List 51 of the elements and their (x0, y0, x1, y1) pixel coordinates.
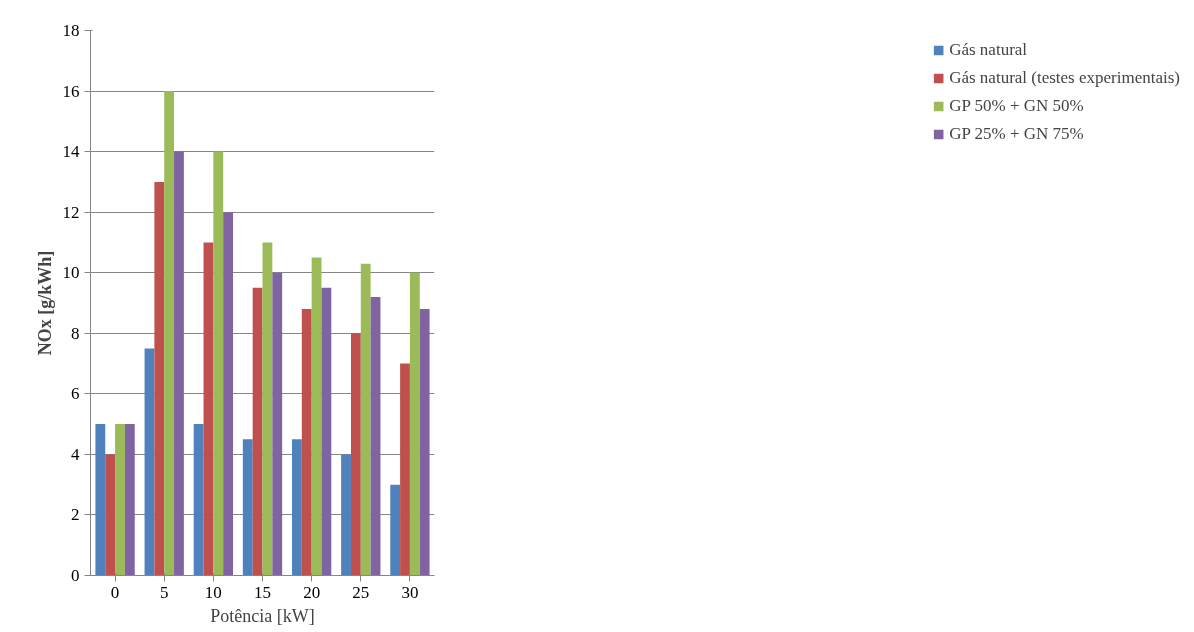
y-tick-label: 14 (62, 142, 80, 162)
bar (193, 424, 204, 576)
bar (203, 242, 214, 576)
legend-label: GP 25% + GN 75% (949, 124, 1084, 144)
bar (144, 348, 155, 576)
bar (370, 296, 381, 576)
bar (301, 309, 312, 576)
bar (419, 309, 430, 576)
bar (350, 333, 361, 576)
x-tick-label: 20 (303, 582, 321, 602)
y-tick-label: 16 (62, 81, 80, 101)
legend-label: Gás natural (testes experimentais) (949, 68, 1180, 88)
y-tick-label: 10 (62, 263, 80, 283)
x-tick-label: 25 (352, 582, 370, 602)
y-tick-label: 18 (62, 21, 80, 40)
legend-label: GP 50% + GN 50% (949, 96, 1084, 116)
bar (174, 151, 184, 576)
x-axis-title: Potência [kW] (210, 605, 315, 626)
x-tick-label: 5 (159, 582, 169, 602)
bar (115, 424, 125, 576)
bar (213, 151, 224, 576)
bar (252, 287, 263, 576)
x-tick-label: 30 (401, 582, 419, 602)
y-tick-label: 8 (71, 323, 80, 343)
bar (341, 454, 351, 576)
y-tick-label: 4 (71, 444, 80, 464)
x-tick-label: 15 (254, 582, 271, 602)
bar (124, 424, 135, 576)
bar (242, 439, 253, 576)
bar (223, 212, 234, 576)
y-axis-title: NOx [g/kWh] (34, 250, 55, 356)
bar (164, 91, 175, 576)
bar (262, 242, 273, 576)
y-tick-label: 2 (71, 505, 80, 525)
x-tick-label: 10 (204, 582, 222, 602)
bar (95, 424, 106, 576)
y-tick-label: 6 (71, 384, 80, 404)
bar (400, 363, 410, 576)
bar (360, 263, 371, 576)
x-tick-label: 0 (110, 582, 120, 602)
bar (154, 181, 165, 576)
bar (272, 272, 283, 576)
y-tick-label: 0 (71, 566, 80, 585)
bar (390, 484, 401, 576)
y-tick-label: 12 (62, 202, 80, 222)
bar (105, 454, 116, 576)
bar (291, 439, 302, 576)
legend-label: Gás natural (949, 40, 1028, 60)
bar (321, 287, 332, 576)
bar (409, 272, 420, 576)
bar (311, 257, 322, 576)
